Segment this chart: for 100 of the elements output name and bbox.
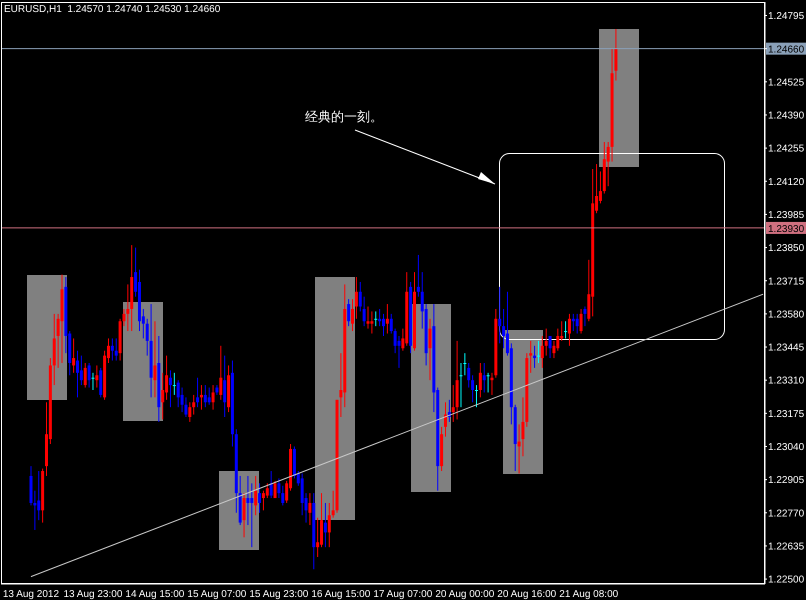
candlestick xyxy=(463,352,466,376)
candlestick xyxy=(482,362,486,393)
annotation: 经典的一刻。 xyxy=(305,108,383,126)
candlestick xyxy=(428,318,432,381)
y-tick-label: 1.23985 xyxy=(768,210,805,221)
candlestick xyxy=(165,355,168,400)
chart-title: EURUSD,H1 1.24570 1.24740 1.24530 1.24660 xyxy=(4,4,220,15)
candlestick xyxy=(502,308,506,349)
candlestick xyxy=(176,380,180,408)
candlestick xyxy=(351,298,354,332)
candlestick xyxy=(242,492,246,538)
candlestick xyxy=(95,364,98,388)
candlestick xyxy=(382,313,386,336)
candlestick xyxy=(614,28,618,82)
candlestick xyxy=(196,377,200,408)
candlestick xyxy=(266,482,269,499)
candlestick xyxy=(354,276,358,320)
candlestick xyxy=(184,396,188,418)
candlestick xyxy=(274,480,277,499)
y-tick-label: 1.24390 xyxy=(768,110,805,122)
candlestick xyxy=(471,374,474,403)
candlestick xyxy=(564,320,568,339)
x-tick-label: 13 Aug 2012 xyxy=(2,589,60,600)
candlestick xyxy=(374,310,378,327)
x-tick-label: 20 Aug 16:00 xyxy=(497,589,557,600)
candlestick xyxy=(552,340,556,359)
candlestick xyxy=(459,362,462,408)
candlestick xyxy=(91,372,94,390)
y-tick-label: 1.24120 xyxy=(768,176,805,188)
candlestick xyxy=(568,313,571,346)
candlestick xyxy=(347,298,350,327)
x-tick-label: 13 Aug 23:00 xyxy=(63,589,123,600)
y-tick-label: 1.23040 xyxy=(768,442,805,454)
x-tick-label: 21 Aug 08:00 xyxy=(559,589,619,600)
y-tick-label: 1.24255 xyxy=(768,144,805,155)
candlestick xyxy=(72,338,76,374)
candlestick xyxy=(161,372,164,420)
candlestick xyxy=(467,362,470,388)
y-tick-label: 1.23850 xyxy=(768,243,805,254)
candlestick xyxy=(444,402,447,438)
y-tick-label: 1.23445 xyxy=(768,342,805,354)
candlestick xyxy=(114,338,118,362)
candlestick xyxy=(168,370,172,408)
candlestick xyxy=(258,482,262,514)
candlestick xyxy=(452,384,455,422)
candlestick xyxy=(277,478,280,499)
y-tick-label: 1.24525 xyxy=(768,77,805,88)
candlestick xyxy=(498,286,502,344)
candlestick xyxy=(478,362,482,398)
ref-line-label: 1.24660 xyxy=(768,44,805,56)
candlestick xyxy=(172,372,176,396)
candlestick xyxy=(316,517,320,558)
candlestick xyxy=(122,308,126,327)
x-tick-label: 15 Aug 07:00 xyxy=(187,589,247,600)
candlestick xyxy=(398,335,400,368)
candlestick xyxy=(583,306,586,327)
y-tick-label: 1.22635 xyxy=(768,541,805,552)
x-tick-label: 15 Aug 23:00 xyxy=(249,589,309,600)
candlestick xyxy=(80,355,83,386)
candlestick xyxy=(366,306,370,330)
candlestick xyxy=(490,372,494,396)
y-tick-label: 1.23580 xyxy=(768,309,805,320)
candlestick xyxy=(204,384,207,408)
candlestick xyxy=(262,490,265,511)
candlestick xyxy=(223,355,226,418)
y-tick-label: 1.23175 xyxy=(768,408,805,420)
candlestick xyxy=(370,310,374,334)
candlestick xyxy=(153,320,156,398)
candlestick xyxy=(386,304,389,334)
y-tick-label: 1.22905 xyxy=(768,475,805,486)
y-tick-label: 1.23310 xyxy=(768,376,805,387)
x-tick-label: 14 Aug 15:00 xyxy=(125,589,185,600)
candlestick xyxy=(33,490,36,530)
candlestick xyxy=(215,384,218,396)
candlestick xyxy=(88,362,91,388)
candlestick xyxy=(533,345,536,368)
candlestick xyxy=(219,345,222,400)
y-tick-label: 1.22770 xyxy=(768,508,805,520)
y-tick-label: 1.22500 xyxy=(768,574,805,586)
candlestick xyxy=(200,384,203,410)
candlestick xyxy=(270,470,273,499)
candlestick xyxy=(208,387,211,406)
candlestick xyxy=(536,340,540,364)
candlestick xyxy=(474,384,478,408)
candlestick xyxy=(548,335,552,359)
candlestick xyxy=(308,492,312,526)
candlestick xyxy=(76,350,79,398)
candlestick xyxy=(246,475,250,526)
candlestick xyxy=(254,475,258,516)
y-tick-label: 1.23715 xyxy=(768,276,805,288)
x-tick-label: 16 Aug 15:00 xyxy=(311,589,371,600)
candlestick xyxy=(580,308,583,334)
candlestick xyxy=(486,372,490,393)
candlestick xyxy=(576,313,579,334)
candlestick xyxy=(212,384,215,410)
candlestick xyxy=(281,485,284,506)
x-tick-label: 20 Aug 00:00 xyxy=(435,589,495,600)
candlestick xyxy=(324,502,327,548)
x-tick-label: 17 Aug 07:00 xyxy=(373,589,433,600)
candlestick xyxy=(84,362,87,388)
